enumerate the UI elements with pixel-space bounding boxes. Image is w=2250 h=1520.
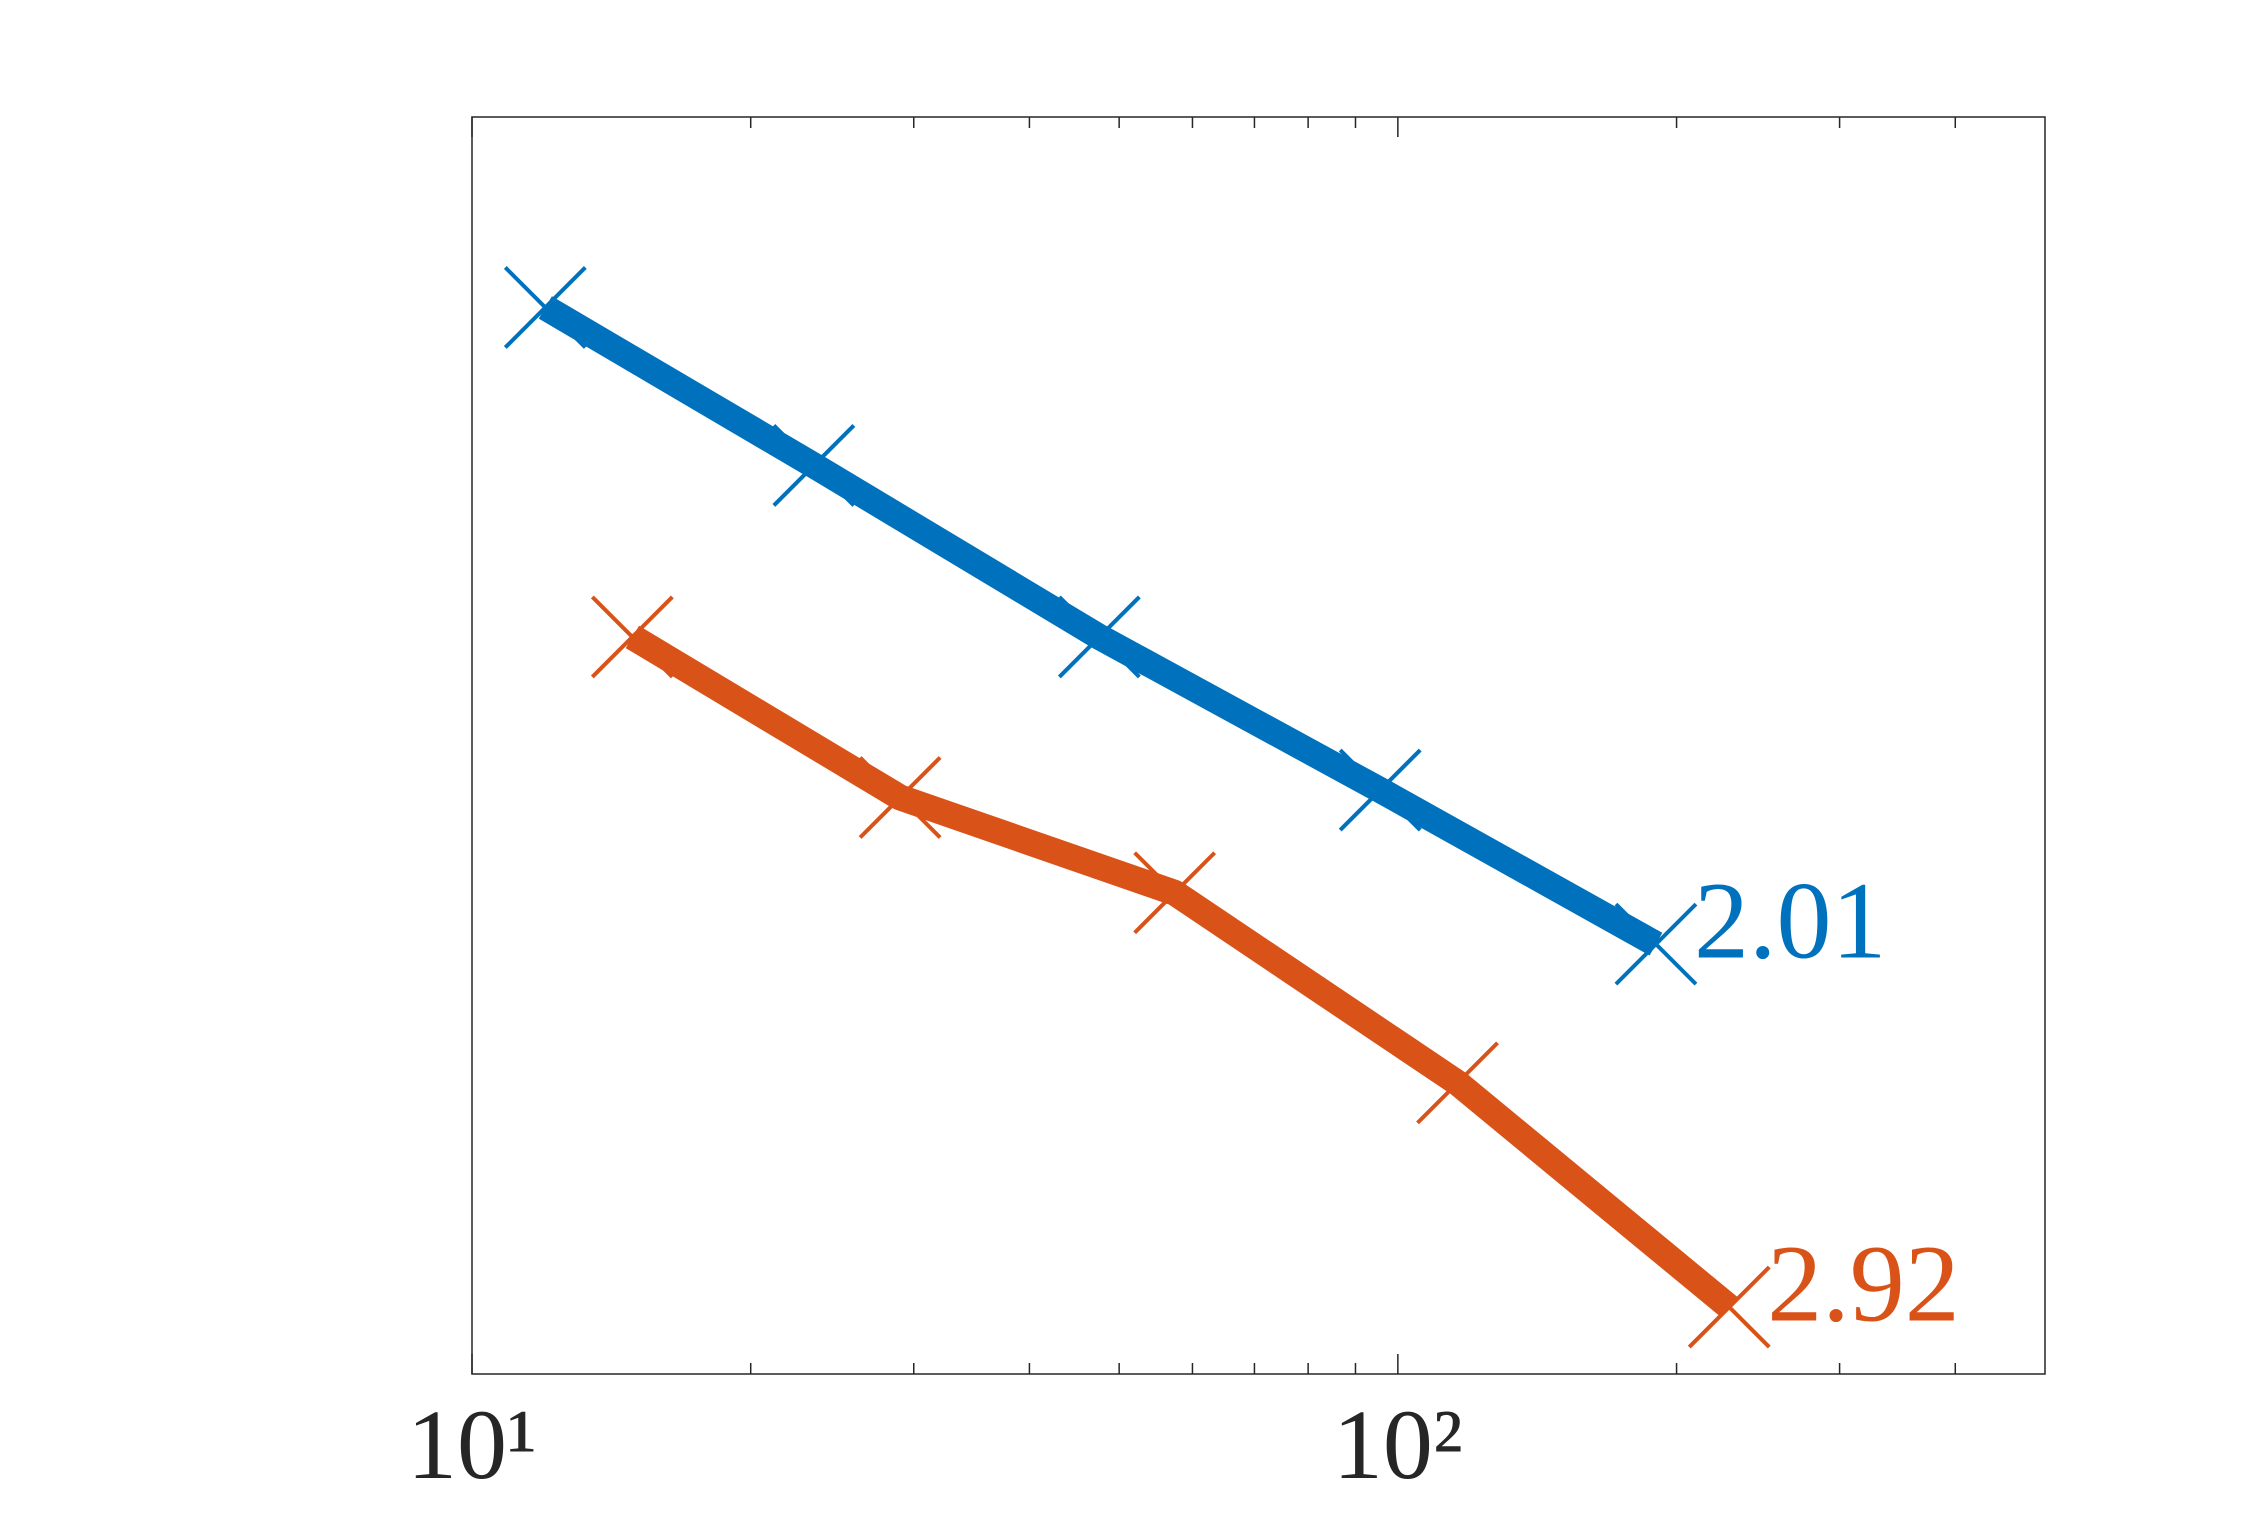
marker <box>1416 1041 1499 1125</box>
marker <box>1687 1265 1771 1349</box>
plot-area <box>471 116 2046 1375</box>
end-label: 2.92 <box>1767 1222 1960 1344</box>
x-tick-label: 10² <box>1333 1389 1463 1500</box>
marker <box>590 595 674 679</box>
marker <box>1133 851 1217 935</box>
marker <box>858 756 942 839</box>
x-tick-label: 10¹ <box>407 1389 537 1500</box>
end-label: 2.01 <box>1694 859 1887 981</box>
marker <box>503 266 587 349</box>
marker <box>1338 748 1422 832</box>
marker <box>772 424 856 507</box>
marker <box>1057 595 1141 679</box>
marker <box>1614 902 1698 986</box>
